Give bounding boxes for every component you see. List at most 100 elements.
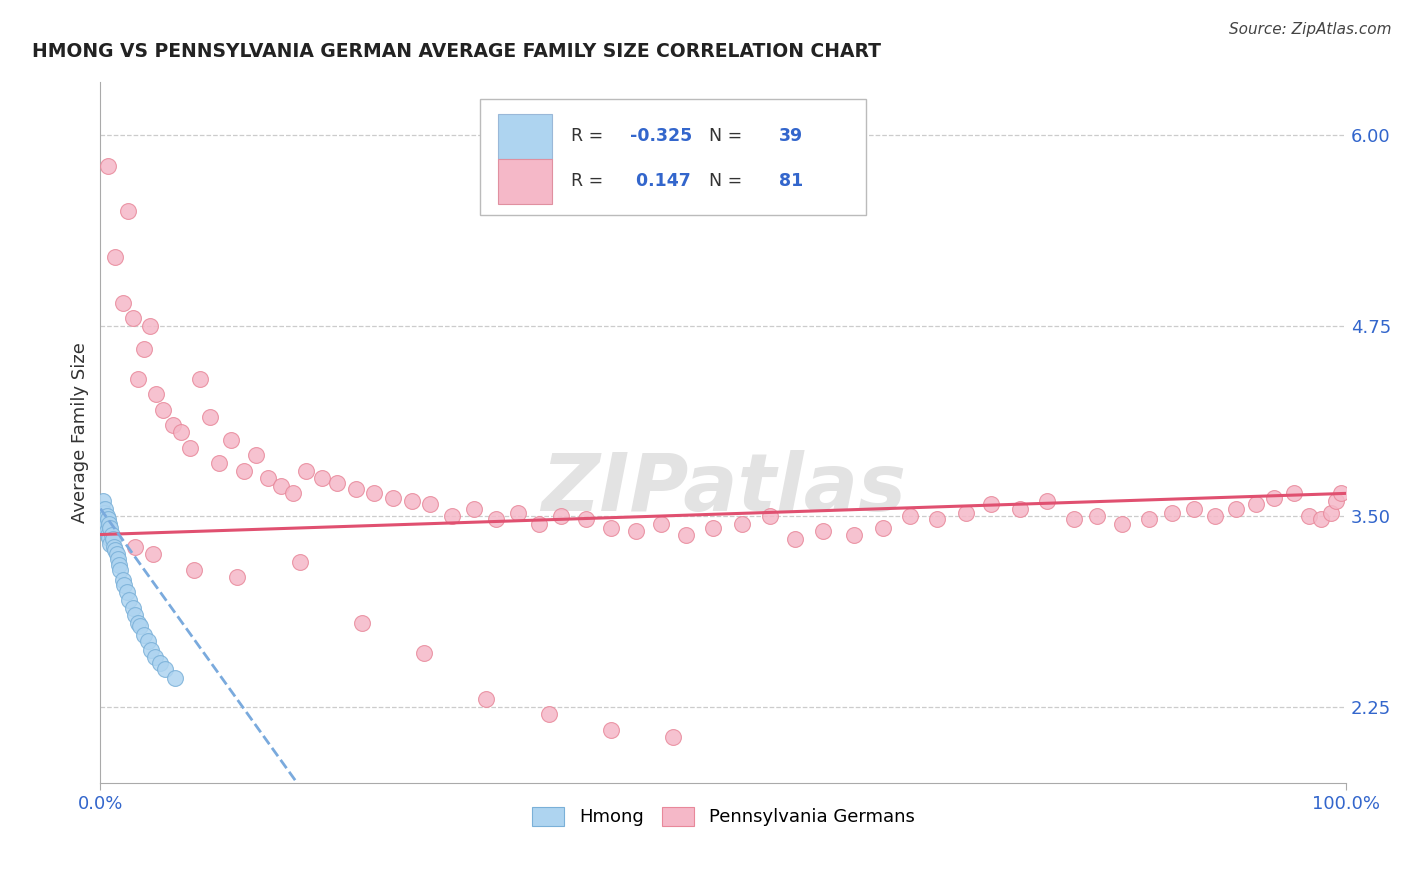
Point (127, 615, 149, 630)
Point (927, 512, 949, 526)
Text: 39: 39 (779, 128, 803, 145)
Point (675, 527, 697, 541)
Point (93, 506, 115, 520)
Point (1182, 501, 1205, 516)
Point (112, 578, 135, 592)
Point (98, 531, 121, 545)
Point (295, 463, 318, 477)
Point (170, 425, 193, 440)
Text: 81: 81 (779, 172, 803, 190)
Point (283, 486, 305, 500)
Point (94, 501, 117, 516)
Point (419, 497, 441, 511)
Point (108, 558, 131, 572)
Y-axis label: Average Family Size: Average Family Size (72, 342, 89, 523)
Point (98, 516, 121, 531)
Point (127, 372, 149, 386)
Point (121, 600, 143, 615)
Point (1111, 516, 1133, 531)
Point (90, 501, 112, 516)
Point (94, 516, 117, 530)
Point (110, 563, 132, 577)
Point (842, 527, 865, 541)
Text: ZIPatlas: ZIPatlas (541, 450, 905, 527)
Point (98, 521, 121, 535)
Point (1330, 486, 1353, 500)
Point (702, 521, 724, 535)
Point (139, 318, 162, 333)
Point (90, 516, 112, 531)
Point (311, 471, 333, 485)
Point (650, 516, 672, 531)
Point (600, 521, 623, 535)
Point (326, 475, 349, 490)
Point (152, 402, 174, 417)
Point (96, 524, 118, 539)
Point (188, 372, 211, 386)
Point (162, 417, 184, 432)
Point (132, 342, 155, 356)
Point (955, 506, 977, 520)
Text: R =: R = (571, 172, 609, 190)
Point (898, 509, 921, 524)
Point (104, 250, 127, 264)
Point (1085, 509, 1108, 524)
Point (100, 527, 122, 541)
Point (270, 479, 292, 493)
Text: N =: N = (699, 172, 748, 190)
Point (600, 723, 623, 737)
Point (1036, 494, 1059, 508)
Point (731, 516, 754, 531)
Text: 0.147: 0.147 (630, 172, 690, 190)
Point (96, 509, 118, 524)
Point (463, 501, 485, 516)
Point (1263, 491, 1285, 505)
Point (97, 512, 120, 526)
Point (118, 593, 141, 607)
Point (350, 615, 373, 630)
Point (208, 456, 231, 470)
Point (1244, 497, 1267, 511)
Point (107, 552, 129, 566)
Point (132, 628, 155, 642)
Text: R =: R = (571, 128, 609, 145)
Point (257, 471, 280, 485)
Point (141, 643, 163, 657)
Point (104, 542, 127, 557)
Point (111, 295, 134, 310)
Point (575, 512, 598, 526)
Point (1137, 512, 1160, 526)
Text: N =: N = (699, 128, 748, 145)
Point (527, 516, 550, 531)
Point (103, 540, 125, 554)
Text: Source: ZipAtlas.com: Source: ZipAtlas.com (1229, 22, 1392, 37)
Point (413, 647, 436, 661)
Point (98, 537, 121, 551)
Point (662, 731, 685, 745)
Point (475, 692, 498, 706)
Point (550, 509, 572, 524)
FancyBboxPatch shape (498, 159, 553, 203)
Point (1320, 506, 1343, 520)
FancyBboxPatch shape (498, 114, 553, 159)
Point (363, 486, 385, 500)
Point (485, 512, 508, 526)
Point (1063, 512, 1085, 526)
Point (1298, 509, 1320, 524)
Point (872, 521, 894, 535)
Point (121, 311, 143, 326)
Point (382, 491, 405, 505)
Point (1008, 501, 1031, 516)
Point (506, 506, 529, 520)
Point (136, 634, 159, 648)
Point (811, 524, 834, 539)
Point (183, 563, 205, 577)
Point (124, 540, 146, 554)
Point (145, 387, 167, 401)
Point (1310, 512, 1333, 526)
Point (105, 547, 128, 561)
Point (93, 521, 115, 535)
Point (1204, 509, 1226, 524)
Point (91, 494, 114, 508)
Point (143, 649, 166, 664)
